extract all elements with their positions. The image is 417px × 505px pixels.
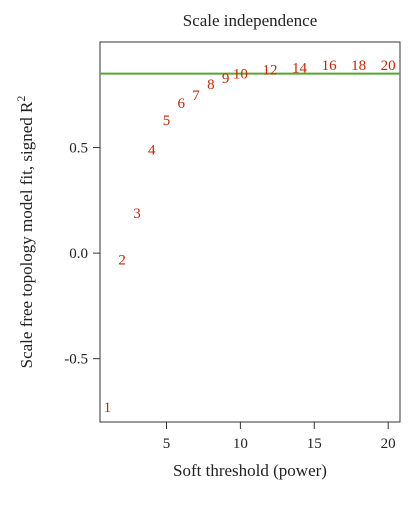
point-label: 20 [381, 58, 396, 74]
x-tick-label: 20 [381, 436, 396, 452]
x-axis: 5 10 15 20 [163, 422, 396, 452]
point-label: 9 [222, 71, 230, 87]
point-label: 14 [292, 60, 308, 76]
y-axis-label-superscript: 2 [14, 96, 28, 102]
point-label: 18 [351, 58, 366, 74]
point-label: 8 [207, 77, 215, 93]
y-tick-label: 0.0 [69, 246, 88, 262]
point-label: 7 [192, 88, 200, 104]
x-axis-label: Soft threshold (power) [173, 461, 327, 480]
plot-frame [99, 41, 401, 423]
point-label: 10 [233, 67, 248, 83]
y-axis-label-main: Scale free topology model fit, signed R [17, 101, 36, 368]
point-label: 16 [322, 58, 338, 74]
x-tick-label: 10 [233, 436, 248, 452]
x-tick-label: 15 [307, 436, 322, 452]
point-label: 3 [133, 206, 141, 222]
x-tick-label: 5 [163, 436, 171, 452]
point-label: 5 [163, 113, 171, 129]
point-label: 2 [118, 252, 126, 268]
chart-title: Scale independence [183, 11, 318, 30]
point-label: 1 [104, 400, 112, 416]
point-label: 4 [148, 143, 156, 159]
y-tick-label: -0.5 [64, 352, 88, 368]
y-axis: -0.5 0.0 0.5 [64, 141, 100, 368]
y-axis-label: Scale free topology model fit, signed R2 [14, 96, 36, 369]
y-tick-label: 0.5 [69, 141, 88, 157]
point-label: 12 [262, 62, 277, 78]
point-label: 6 [178, 96, 186, 112]
